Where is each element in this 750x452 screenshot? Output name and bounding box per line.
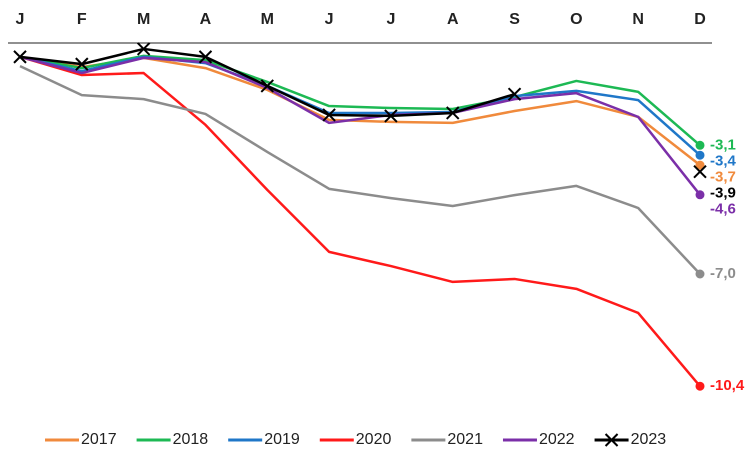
line bbox=[19, 55, 701, 388]
x-tick-label: S bbox=[509, 11, 520, 28]
end-marker bbox=[695, 190, 705, 200]
x-tick-label: J bbox=[386, 11, 395, 28]
marker bbox=[136, 42, 151, 56]
marker bbox=[198, 50, 213, 64]
marker bbox=[75, 57, 89, 71]
line bbox=[19, 55, 701, 196]
data-label: -4,6 bbox=[710, 200, 736, 217]
data-label: -3,7 bbox=[710, 168, 736, 185]
legend-label: 2018 bbox=[173, 431, 209, 448]
legend-label: 2019 bbox=[264, 431, 300, 448]
x-tick-label: J bbox=[325, 11, 334, 28]
marker bbox=[384, 109, 398, 123]
x-tick-label: J bbox=[16, 11, 25, 28]
end-marker bbox=[695, 269, 705, 279]
data-label: -7,0 bbox=[710, 265, 736, 282]
x-tick-label: M bbox=[261, 11, 274, 28]
data-label: -3,1 bbox=[710, 136, 736, 153]
marker bbox=[260, 79, 274, 93]
x-tick-label: D bbox=[694, 11, 706, 28]
data-label: -3,9 bbox=[710, 184, 736, 201]
line bbox=[19, 64, 701, 275]
marker bbox=[507, 87, 522, 101]
x-tick-label: M bbox=[137, 11, 150, 28]
marker bbox=[322, 108, 336, 122]
end-marker bbox=[695, 381, 705, 391]
legend-label: 2020 bbox=[356, 431, 392, 448]
line bbox=[19, 54, 701, 147]
end-marker bbox=[695, 160, 705, 170]
marker bbox=[693, 164, 707, 179]
x-tick-label: N bbox=[632, 11, 644, 28]
data-label: -3,4 bbox=[710, 152, 737, 169]
legend-marker bbox=[604, 433, 619, 447]
marker bbox=[13, 50, 27, 64]
x-tick-label: A bbox=[447, 11, 459, 28]
x-tick-label: O bbox=[570, 11, 582, 28]
legend-label: 2021 bbox=[447, 431, 483, 448]
legend-label: 2022 bbox=[539, 431, 575, 448]
line bbox=[20, 49, 700, 172]
x-tick-label: A bbox=[200, 11, 212, 28]
legend-label: 2017 bbox=[81, 431, 117, 448]
x-tick-label: F bbox=[77, 11, 87, 28]
data-label: -10,4 bbox=[710, 377, 745, 394]
marker bbox=[446, 106, 460, 120]
end-marker bbox=[695, 150, 705, 160]
end-marker bbox=[695, 140, 705, 150]
legend-label: 2023 bbox=[631, 431, 667, 448]
